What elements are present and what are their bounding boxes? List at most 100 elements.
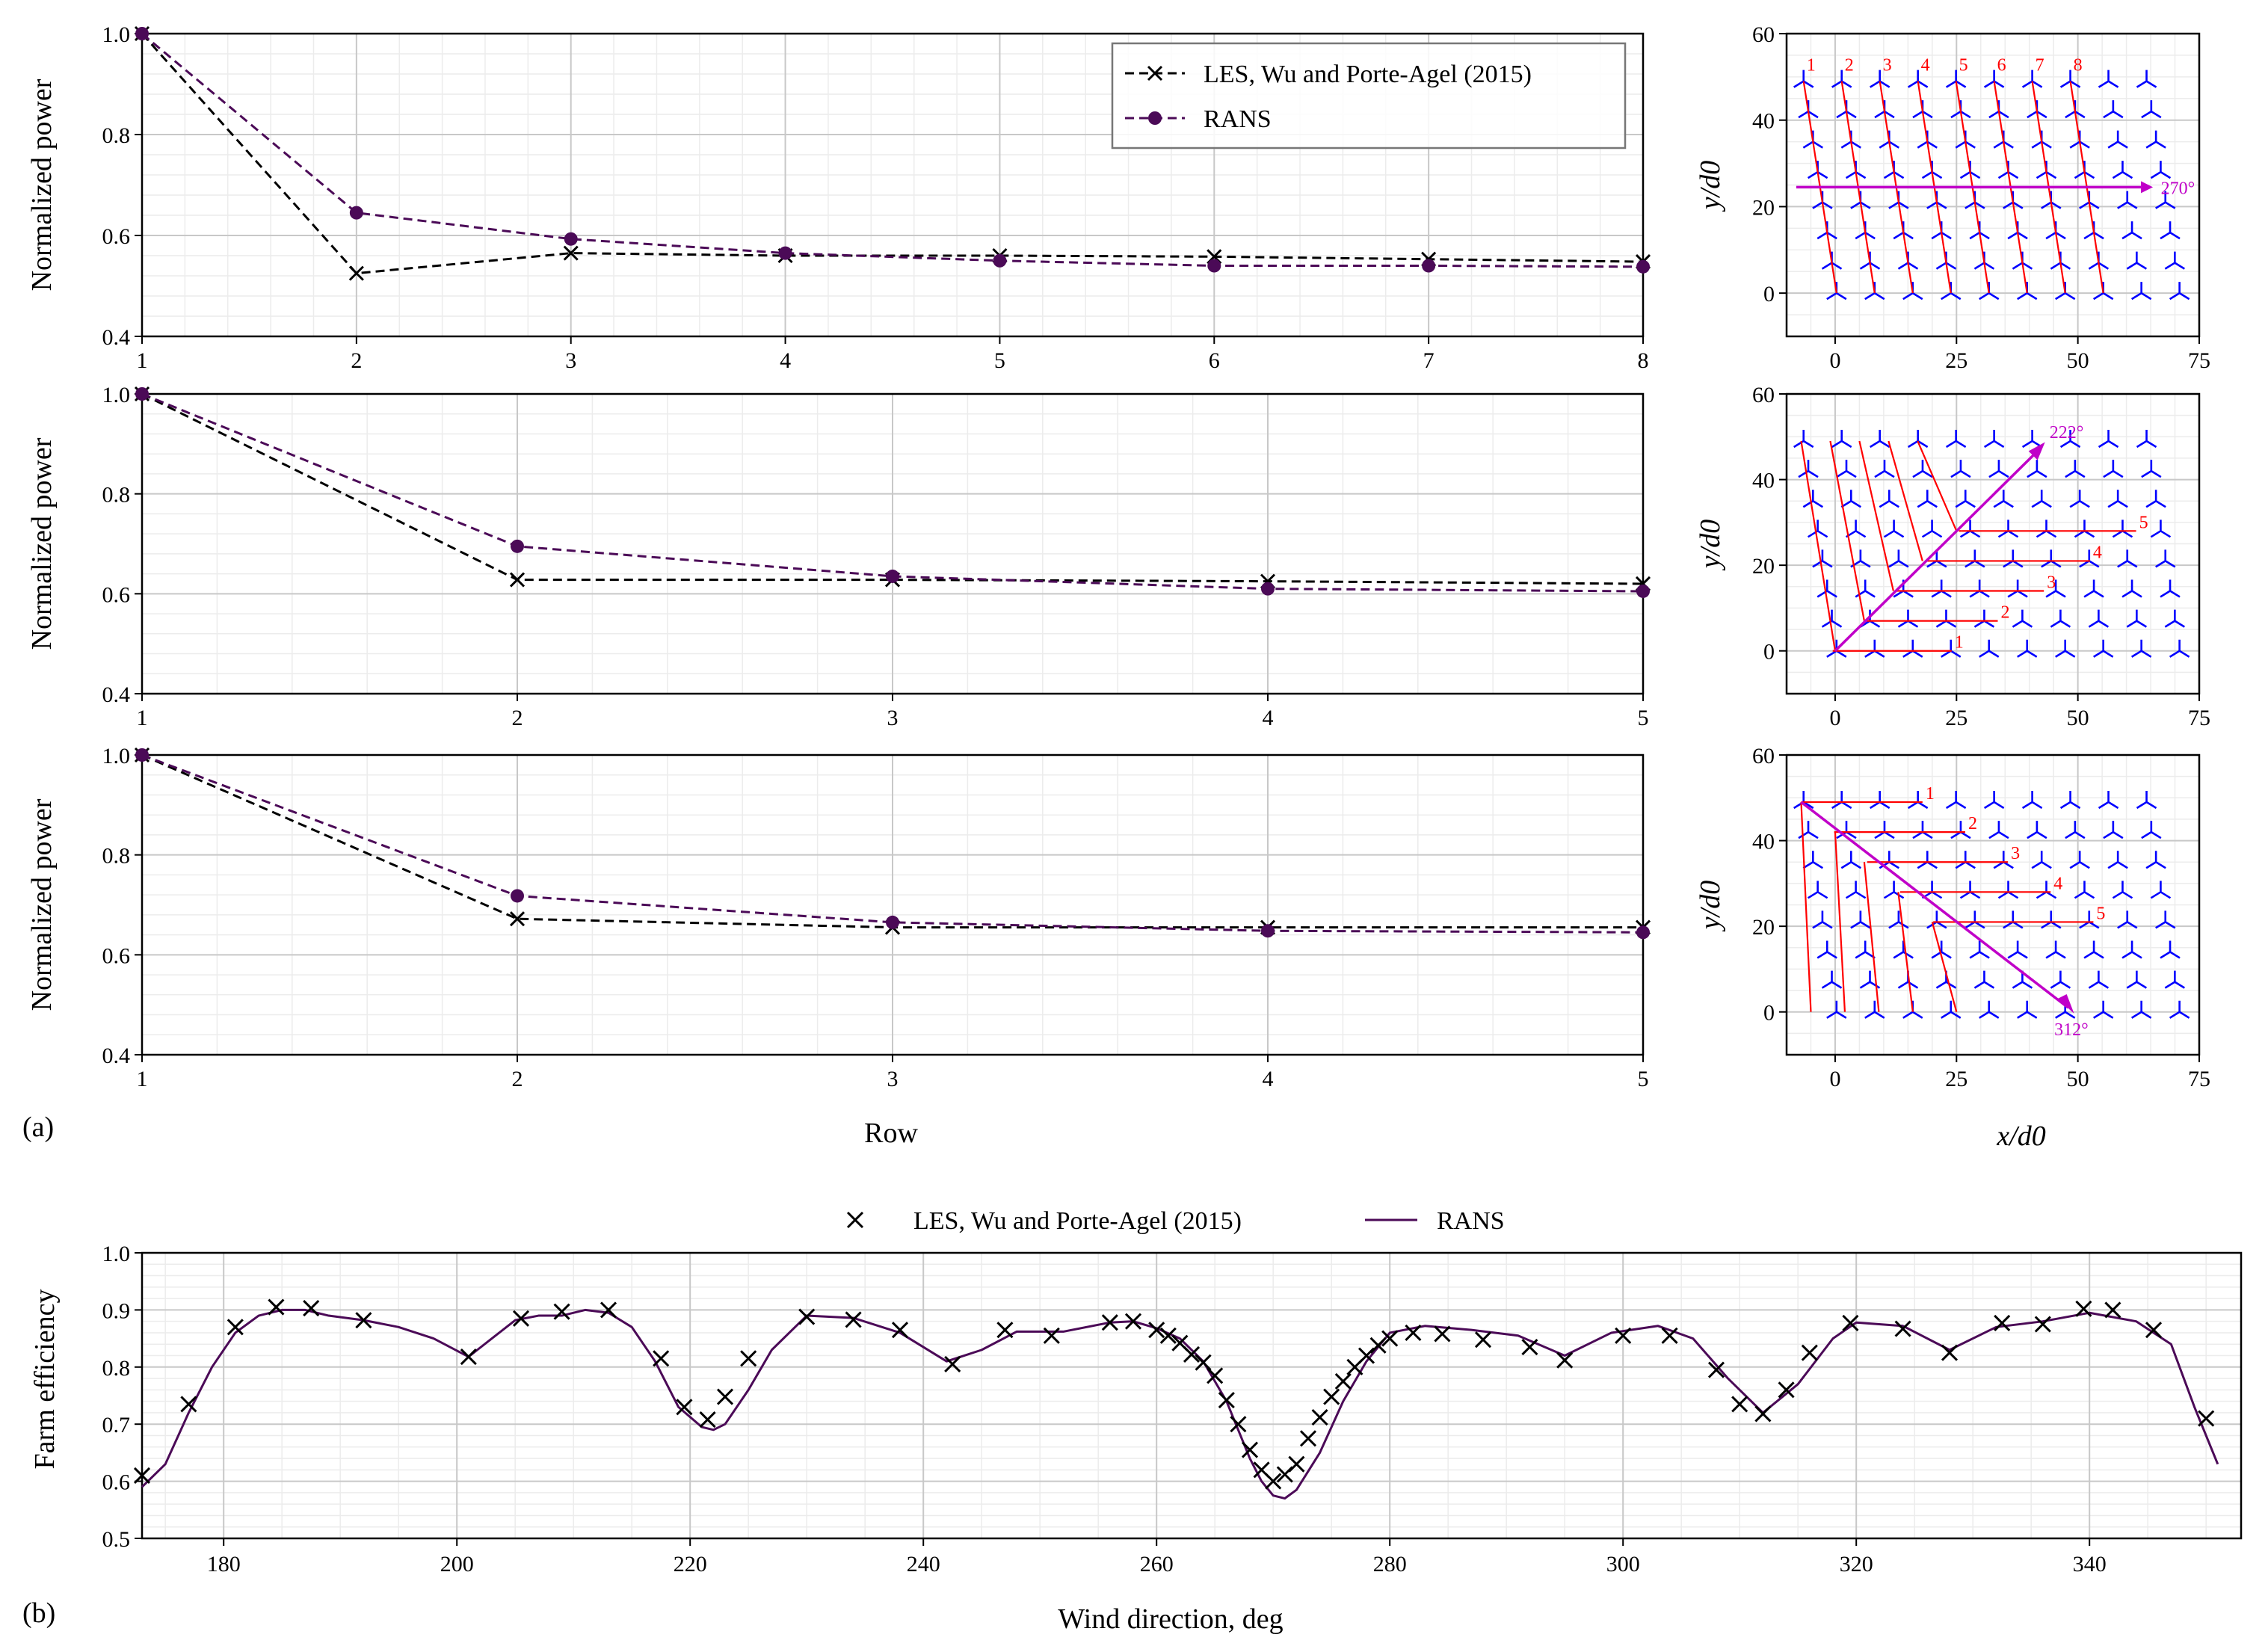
- turbine-icon: [1888, 910, 1909, 929]
- y-tick-label: 0.6: [102, 224, 131, 249]
- turbine-icon: [2017, 1000, 2038, 1019]
- x-tick-label: 4: [1263, 1067, 1274, 1091]
- turbine-icon: [2141, 460, 2162, 478]
- les-point-b: [1159, 1327, 1177, 1344]
- rans-point: [886, 569, 899, 583]
- les-point: [1405, 1324, 1422, 1342]
- row-axis-label: Row: [864, 1118, 918, 1149]
- x-tick-label: 0: [1829, 348, 1840, 373]
- y-tick-label: 0.4: [102, 1044, 131, 1068]
- turbine-icon: [2092, 1000, 2114, 1019]
- row-label: 5: [2139, 513, 2148, 532]
- turbine-icon: [1807, 881, 1828, 899]
- les-point: [2104, 1301, 2121, 1319]
- series-line-rans: [141, 32, 1644, 268]
- turbine-icon: [1836, 821, 1857, 839]
- turbine-icon: [2069, 851, 2090, 869]
- turbine-icon: [2121, 579, 2142, 598]
- turbine-icon: [1907, 70, 1929, 88]
- turbine-icon: [1812, 910, 1833, 929]
- turbine-icon: [1959, 520, 1981, 538]
- turbine-icon: [1997, 881, 2019, 899]
- les-point-b: [1474, 1331, 1492, 1349]
- turbine-icon: [2021, 70, 2043, 88]
- turbine-icon: [1855, 579, 1876, 598]
- turbine-icon: [2141, 100, 2162, 119]
- les-point-b: [1218, 1392, 1235, 1409]
- turbine-icon: [2059, 70, 2081, 88]
- les-point: [1894, 1320, 1911, 1337]
- les-point-b: [600, 1301, 617, 1319]
- y-axis-label: Normalized power: [26, 798, 58, 1011]
- y-axis-label: Normalized power: [26, 437, 58, 650]
- les-point: [355, 1312, 372, 1329]
- turbine-icon: [1831, 430, 1852, 449]
- turbine-icon: [2065, 821, 2086, 839]
- turbine-icon: [1969, 579, 1990, 598]
- les-point-b: [1731, 1396, 1748, 1413]
- les-point-b: [2075, 1300, 2092, 1317]
- row-label: 2: [1845, 56, 1854, 75]
- y-tick-label: 0: [1763, 282, 1775, 306]
- layout-map-1: 0 20 40 60 0 25 50 75 y/d0 1 2 3 4 5 6 7 8 270°: [1695, 22, 2210, 373]
- farm-x-axis-label: Wind direction, deg: [1058, 1603, 1283, 1635]
- power-panel-1: 0.4 0.6 0.8 1.0 1 2 3 4 5 6 7 8 Normalized power LES,…: [26, 22, 1651, 373]
- les-point-b: [1241, 1441, 1259, 1458]
- x-tick-label: 8: [1638, 348, 1649, 373]
- turbine-icon: [1993, 490, 2014, 508]
- les-point: [944, 1355, 961, 1373]
- les-point: [740, 1350, 757, 1367]
- les-point-b: [509, 911, 526, 927]
- y-tick-label: 1.0: [102, 383, 131, 407]
- turbines: [1793, 791, 2190, 1019]
- les-point: [716, 1388, 734, 1405]
- turbine-icon: [2027, 460, 2047, 478]
- turbine-icon: [2130, 282, 2152, 300]
- les-point-b: [1661, 1327, 1678, 1344]
- power-legend: LES, Wu and Porte-Agel (2015) RANS: [1111, 42, 1627, 150]
- turbine-icon: [1907, 791, 1929, 810]
- les-point-b: [460, 1348, 477, 1366]
- turbine-icon: [1931, 579, 1952, 598]
- les-point-b: [1941, 1344, 1959, 1361]
- row-label: 3: [2047, 573, 2056, 593]
- y-tick-label: 1.0: [102, 22, 131, 47]
- les-point-b: [1994, 1314, 2011, 1332]
- turbines: [1793, 430, 2190, 658]
- les-point: [563, 245, 579, 261]
- les-point-b: [1842, 1314, 1859, 1332]
- les-point-b: [1171, 1334, 1189, 1352]
- les-point: [699, 1411, 716, 1428]
- les-point-b: [563, 245, 579, 261]
- rans-point: [349, 206, 363, 220]
- turbine-icon: [2103, 460, 2124, 478]
- les-point-b: [133, 1467, 151, 1485]
- les-point: [1101, 1314, 1118, 1331]
- row-diag: [1800, 801, 1812, 1012]
- turbine-icon: [2155, 191, 2176, 209]
- x-tick-label: 3: [565, 348, 576, 373]
- turbine-icon: [2145, 490, 2166, 508]
- farm-legend-rans-label: RANS: [1437, 1207, 1505, 1235]
- turbine-icon: [2055, 639, 2076, 658]
- turbine-icon: [2098, 430, 2119, 449]
- turbine-icon: [1917, 490, 1938, 508]
- x-tick-label: 50: [2067, 348, 2089, 373]
- turbine-icon: [2003, 549, 2024, 568]
- les-point-b: [1253, 1461, 1270, 1479]
- les-point-b: [1434, 1325, 1451, 1343]
- row-diag: [1829, 440, 1865, 621]
- turbine-icon: [1926, 910, 1947, 929]
- les-point-b: [1369, 1337, 1387, 1354]
- les-point-b: [1521, 1338, 1538, 1356]
- turbine-icon: [2092, 639, 2114, 658]
- turbine-icon: [1907, 430, 1929, 449]
- les-point: [653, 1350, 670, 1367]
- legend-les-label: LES, Wu and Porte-Agel (2015): [1204, 61, 1532, 88]
- y-tick-label: 0.8: [102, 123, 131, 148]
- turbine-icon: [1921, 520, 1943, 538]
- x-tick-label: 2: [512, 1067, 523, 1091]
- les-point-b: [1288, 1455, 1305, 1473]
- turbine-icon: [1945, 791, 1967, 810]
- turbine-icon: [2160, 940, 2181, 959]
